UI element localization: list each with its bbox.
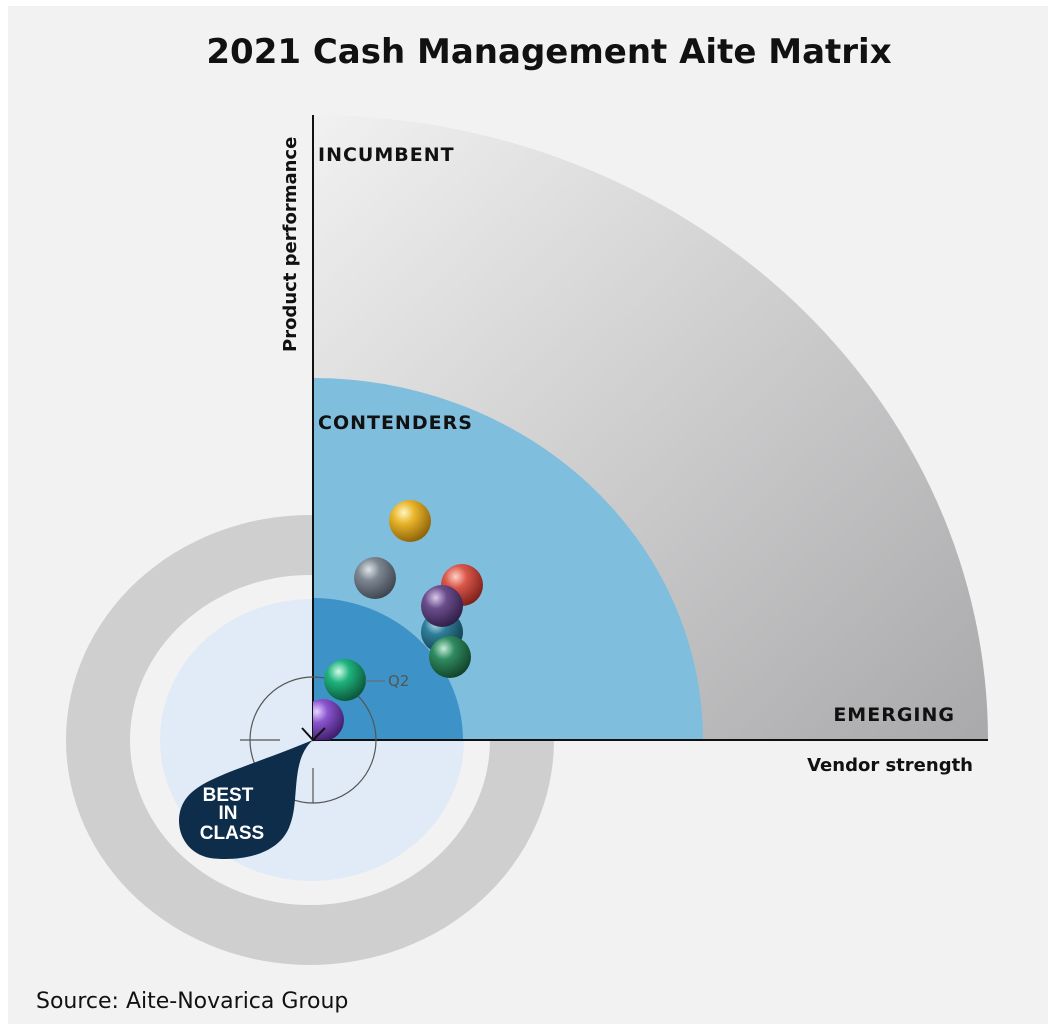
x-axis-label: Vendor strength [807,755,973,776]
zone-label: EMERGING [833,704,955,726]
zone-label: INCUMBENT [318,144,455,166]
vendor-bubble [389,500,431,542]
zone-label: CONTENDERS [318,412,473,434]
badge-line: IN [219,803,238,824]
badge-line: CLASS [200,823,264,844]
vendor-bubble [429,636,471,678]
matrix: Q2 BEST IN CLASS 2021 Cash Management Ai… [0,0,1055,1030]
vendor-bubble [421,585,463,627]
source: Source: Aite-Novarica Group [36,989,348,1014]
title: 2021 Cash Management Aite Matrix [206,32,891,72]
page: Q2 BEST IN CLASS 2021 Cash Management Ai… [0,0,1055,1030]
bubble-label: Q2 [388,672,409,690]
vendor-bubble [354,557,396,599]
y-axis-label: Product performance [280,137,301,352]
vendor-bubble [324,659,366,701]
